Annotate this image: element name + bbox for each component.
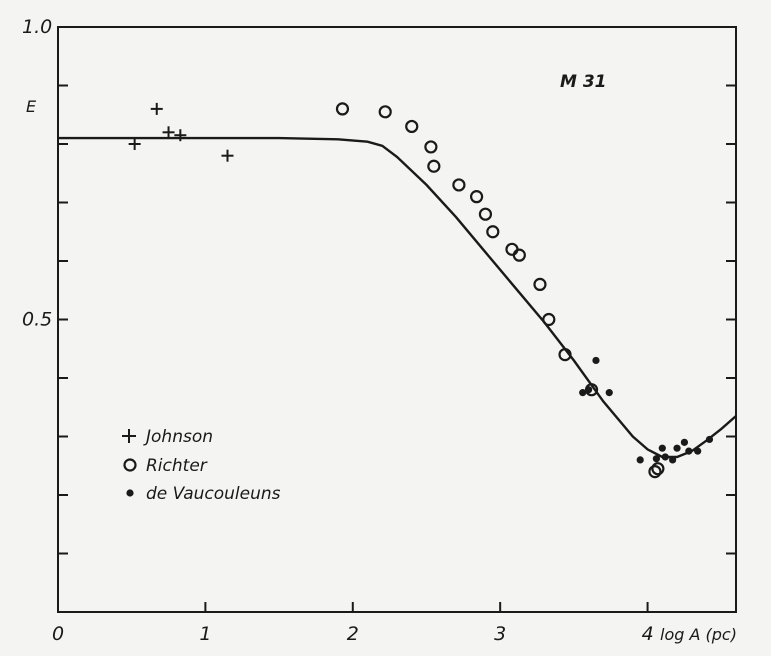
- johnson-cross-point: [221, 149, 234, 162]
- richter-open-circle-point: [505, 242, 519, 256]
- de-vaucouleuns-dot-point: [680, 438, 689, 446]
- de-vaucouleuns-dot-point: [705, 435, 714, 444]
- x-tick-label: 0: [52, 623, 64, 645]
- de-vaucouleuns-dot-point: [592, 356, 600, 365]
- richter-open-circle-point: [542, 312, 556, 327]
- richter-open-circle-point: [424, 140, 438, 154]
- richter-open-circle-point: [512, 248, 526, 262]
- richter-open-circle-point: [427, 159, 441, 173]
- richter-open-circle-point: [558, 348, 572, 362]
- de-vaucouleuns-dot-point: [661, 453, 669, 461]
- plot-frame: [57, 26, 737, 613]
- de-vaucouleuns-dot-point: [579, 389, 587, 397]
- tick-layer: 0.5 1.0 0 1 2 3 4: [22, 16, 736, 645]
- de-vaucouleuns-dot-point: [694, 447, 702, 455]
- legend-item-richter: Richter: [123, 456, 208, 476]
- y-tick-label: 0.5: [22, 309, 52, 331]
- curve-layer: [58, 136, 737, 459]
- legend-filled-circle-marker: [126, 489, 134, 497]
- de-vaucouleuns-dot-point: [685, 447, 693, 455]
- richter-open-circle-point: [405, 119, 419, 134]
- de-vaucouleuns-dot-point: [636, 456, 644, 464]
- legend: Johnson Richter de Vaucouleuns: [122, 427, 281, 504]
- y-axis-label: E: [26, 97, 37, 116]
- richter-open-circle-point: [651, 462, 665, 476]
- marker-layer: [128, 102, 714, 479]
- richter-open-circle-point: [478, 207, 493, 221]
- de-vaucouleuns-dot-point: [673, 444, 681, 452]
- de-vaucouleuns-dot-point: [585, 386, 593, 394]
- legend-item-johnson: Johnson: [122, 427, 213, 447]
- richter-open-circle-point: [335, 102, 350, 116]
- legend-open-circle-marker: [123, 458, 137, 472]
- y-tick-label: 1.0: [22, 16, 52, 38]
- legend-label-de-vaucouleuns: de Vaucouleuns: [146, 484, 281, 504]
- legend-item-de-vaucouleuns: de Vaucouleuns: [126, 484, 281, 504]
- x-tick-label: 4: [642, 623, 654, 645]
- x-axis-label: log A (pc): [660, 625, 737, 644]
- fitted-curve: [58, 136, 737, 459]
- richter-open-circle-point: [452, 178, 466, 192]
- de-vaucouleuns-dot-point: [658, 444, 666, 452]
- chart-annotation: M 31: [560, 72, 607, 92]
- x-tick-label: 1: [199, 623, 211, 645]
- richter-open-circle-point: [378, 105, 392, 119]
- richter-open-circle-point: [648, 465, 662, 479]
- legend-label-johnson: Johnson: [143, 427, 213, 447]
- x-tick-label: 3: [494, 623, 506, 645]
- johnson-cross-point: [128, 138, 141, 150]
- johnson-cross-point: [162, 126, 175, 139]
- richter-open-circle-point: [486, 225, 500, 239]
- legend-label-richter: Richter: [146, 456, 208, 476]
- johnson-cross-point: [150, 102, 163, 115]
- richter-open-circle-point: [533, 277, 547, 291]
- de-vaucouleuns-dot-point: [669, 456, 677, 464]
- de-vaucouleuns-dot-point: [652, 455, 661, 463]
- x-tick-label: 2: [347, 623, 359, 645]
- richter-open-circle-point: [469, 190, 484, 204]
- de-vaucouleuns-dot-point: [605, 389, 613, 397]
- johnson-cross-point: [174, 129, 187, 142]
